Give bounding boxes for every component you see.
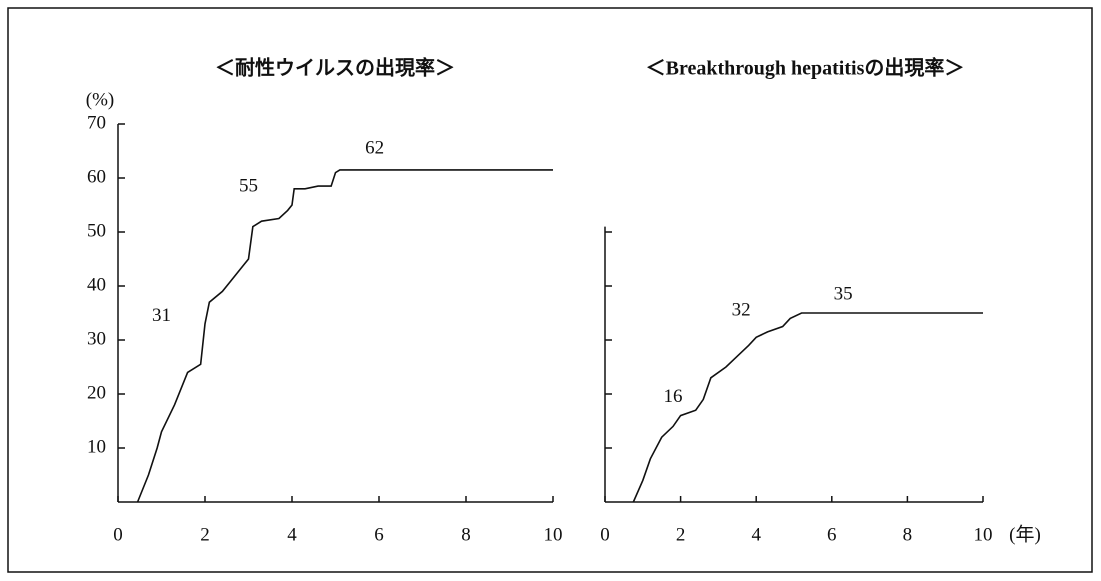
y-tick-label: 40 bbox=[87, 274, 106, 295]
x-tick-label: 2 bbox=[200, 524, 210, 545]
x-tick-label: 8 bbox=[461, 524, 471, 545]
y-axis-label: (%) bbox=[86, 89, 114, 110]
x-tick-label: 2 bbox=[676, 524, 686, 545]
x-tick-label: 6 bbox=[827, 524, 837, 545]
y-tick-label: 60 bbox=[87, 166, 106, 187]
y-tick-label: 10 bbox=[87, 436, 106, 457]
annotation: 55 bbox=[239, 175, 258, 196]
x-tick-label: 0 bbox=[113, 524, 123, 545]
curve bbox=[632, 312, 983, 503]
curve bbox=[136, 169, 553, 503]
annotation: 35 bbox=[834, 283, 853, 304]
x-tick-label: 10 bbox=[544, 524, 563, 545]
annotation: 31 bbox=[152, 305, 171, 326]
x-tick-label: 6 bbox=[374, 524, 384, 545]
x-axis-label: (年) bbox=[1009, 523, 1041, 545]
x-tick-label: 10 bbox=[974, 524, 993, 545]
annotation: 16 bbox=[664, 386, 683, 407]
annotation: 32 bbox=[732, 300, 751, 321]
x-tick-label: 8 bbox=[903, 524, 913, 545]
chart-title: ＜Breakthrough hepatitisの出現率＞ bbox=[646, 56, 965, 80]
y-tick-label: 50 bbox=[87, 220, 106, 241]
x-tick-label: 0 bbox=[600, 524, 610, 545]
chart-title: ＜耐性ウイルスの出現率＞ bbox=[215, 56, 455, 80]
frame bbox=[7, 7, 1093, 573]
y-tick-label: 30 bbox=[87, 328, 106, 349]
y-tick-label: 70 bbox=[87, 112, 106, 133]
y-tick-label: 20 bbox=[87, 382, 106, 403]
x-tick-label: 4 bbox=[287, 524, 297, 545]
x-tick-label: 4 bbox=[751, 524, 761, 545]
annotation: 62 bbox=[365, 138, 384, 159]
